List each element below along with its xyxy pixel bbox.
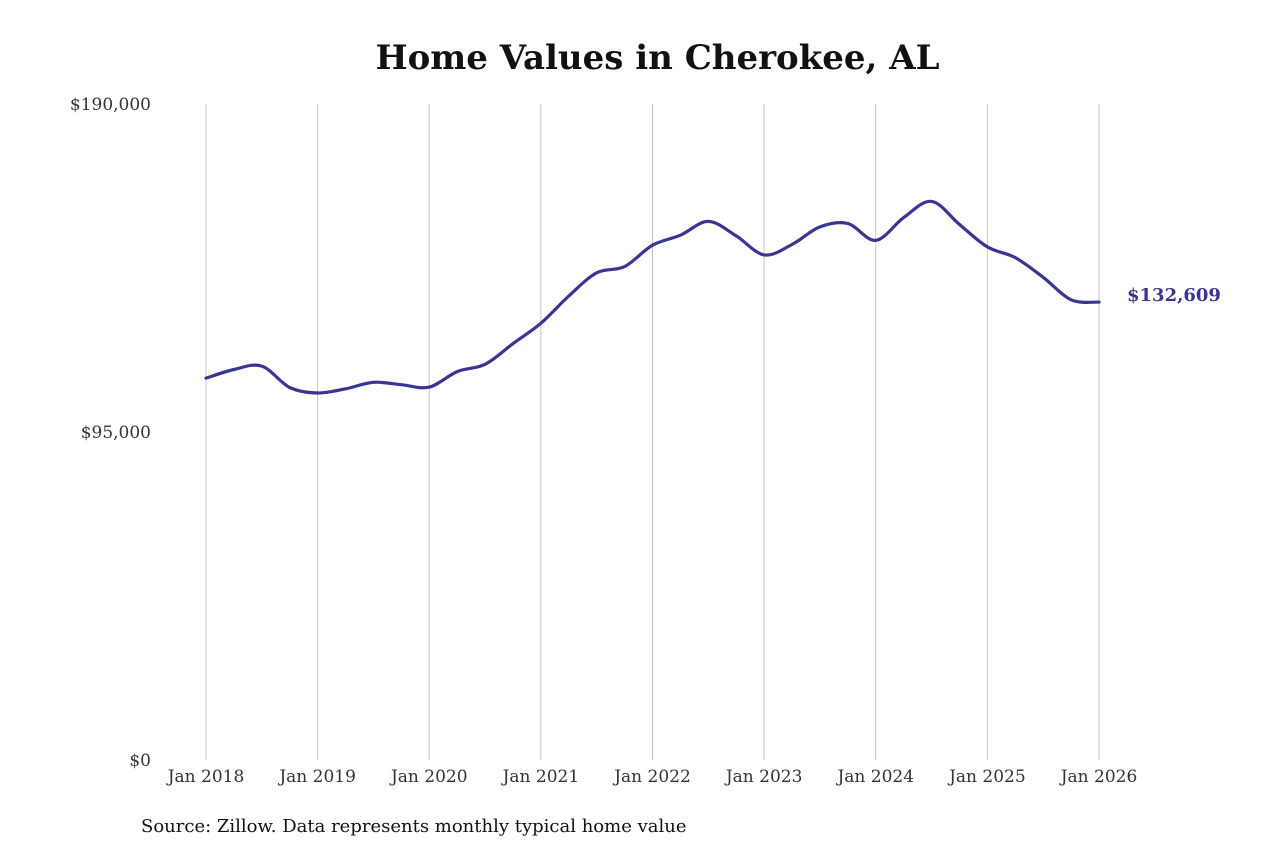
y-axis-ticks: $0 $95,000 $190,000 (70, 95, 151, 771)
y-tick-label: $190,000 (70, 95, 151, 115)
source-note: Source: Zillow. Data represents monthly … (141, 816, 687, 837)
end-value-label: $132,609 (1127, 285, 1221, 306)
series-layer (204, 199, 1101, 395)
x-tick-label: Jan 2021 (501, 767, 580, 787)
y-tick-label: $0 (129, 751, 151, 771)
x-tick-label: Jan 2025 (947, 767, 1026, 787)
x-tick-label: Jan 2026 (1059, 767, 1138, 787)
x-tick-label: Jan 2023 (724, 767, 803, 787)
x-tick-label: Jan 2019 (277, 767, 356, 787)
x-axis-ticks: Jan 2018 Jan 2019 Jan 2020 Jan 2021 Jan 2022… (166, 767, 1138, 787)
chart-title: Home Values in Cherokee, AL (375, 38, 940, 78)
y-tick-label: $95,000 (81, 423, 151, 443)
series-line (204, 199, 1101, 395)
x-tick-label: Jan 2018 (166, 767, 245, 787)
x-tick-label: Jan 2024 (835, 767, 914, 787)
x-tick-label: Jan 2020 (389, 767, 468, 787)
x-tick-label: Jan 2022 (612, 767, 691, 787)
gridlines (205, 104, 1100, 760)
end-label-layer: $132,609 (1127, 285, 1221, 306)
